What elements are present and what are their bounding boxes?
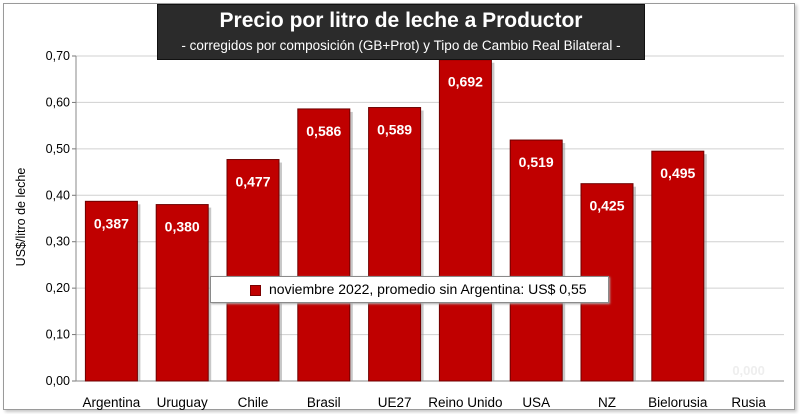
y-tick-label: 0,00: [46, 374, 70, 388]
data-label: 0,519: [519, 154, 554, 170]
data-label: 0,000: [732, 363, 765, 378]
x-tick-label: Brasil: [307, 395, 341, 410]
legend-swatch: [250, 285, 261, 296]
bar: [155, 204, 209, 382]
x-tick-label: Rusia: [731, 395, 766, 410]
y-tick-label: 0,30: [46, 235, 70, 249]
data-labels: 0,387 0,380 0,477 0,586 0,589 0,692 0,519 0,425…: [94, 74, 765, 378]
x-tick-label: Reino Unido: [428, 395, 502, 410]
y-tick-label: 0,40: [46, 188, 70, 202]
data-label: 0,380: [165, 219, 200, 235]
y-axis-label: US$/litro de leche: [14, 168, 28, 267]
bar: [297, 108, 351, 382]
x-tick-label: Argentina: [83, 395, 141, 410]
title-box: Precio por litro de leche a Productor - …: [157, 4, 645, 60]
y-tick-label: 0,10: [46, 328, 70, 342]
x-tick-label: Uruguay: [157, 395, 208, 410]
chart-title: Precio por litro de leche a Productor: [219, 9, 583, 32]
data-label: 0,495: [660, 165, 695, 181]
x-tick-label: NZ: [598, 395, 616, 410]
chart-subtitle: - corregidos por composición (GB+Prot) y…: [181, 38, 621, 53]
axes: 0,00 0,10 0,20 0,30 0,40 0,50 0,60 0,70 Argentin…: [46, 49, 784, 410]
data-label: 0,387: [94, 215, 129, 231]
x-tick-label: Chile: [238, 395, 269, 410]
data-label: 0,692: [448, 74, 483, 90]
legend-text: noviembre 2022, promedio sin Argentina: …: [269, 281, 587, 297]
y-tick-label: 0,50: [46, 142, 70, 156]
legend: noviembre 2022, promedio sin Argentina: …: [210, 276, 609, 303]
bar: [368, 107, 422, 382]
y-tick-label: 0,20: [46, 281, 70, 295]
data-label: 0,477: [235, 174, 270, 190]
bar: [509, 139, 563, 382]
x-tick-label: UE27: [378, 395, 412, 410]
bar: [84, 200, 138, 382]
data-label: 0,586: [306, 123, 341, 139]
bar: [651, 150, 705, 382]
x-tick-label: Bielorusia: [648, 395, 708, 410]
y-tick-label: 0,60: [46, 95, 70, 109]
x-tick-label: USA: [522, 395, 550, 410]
bar: [226, 159, 280, 382]
y-tick-label: 0,70: [46, 49, 70, 63]
data-label: 0,589: [377, 122, 412, 138]
data-label: 0,425: [589, 198, 624, 214]
bar: [438, 59, 492, 382]
